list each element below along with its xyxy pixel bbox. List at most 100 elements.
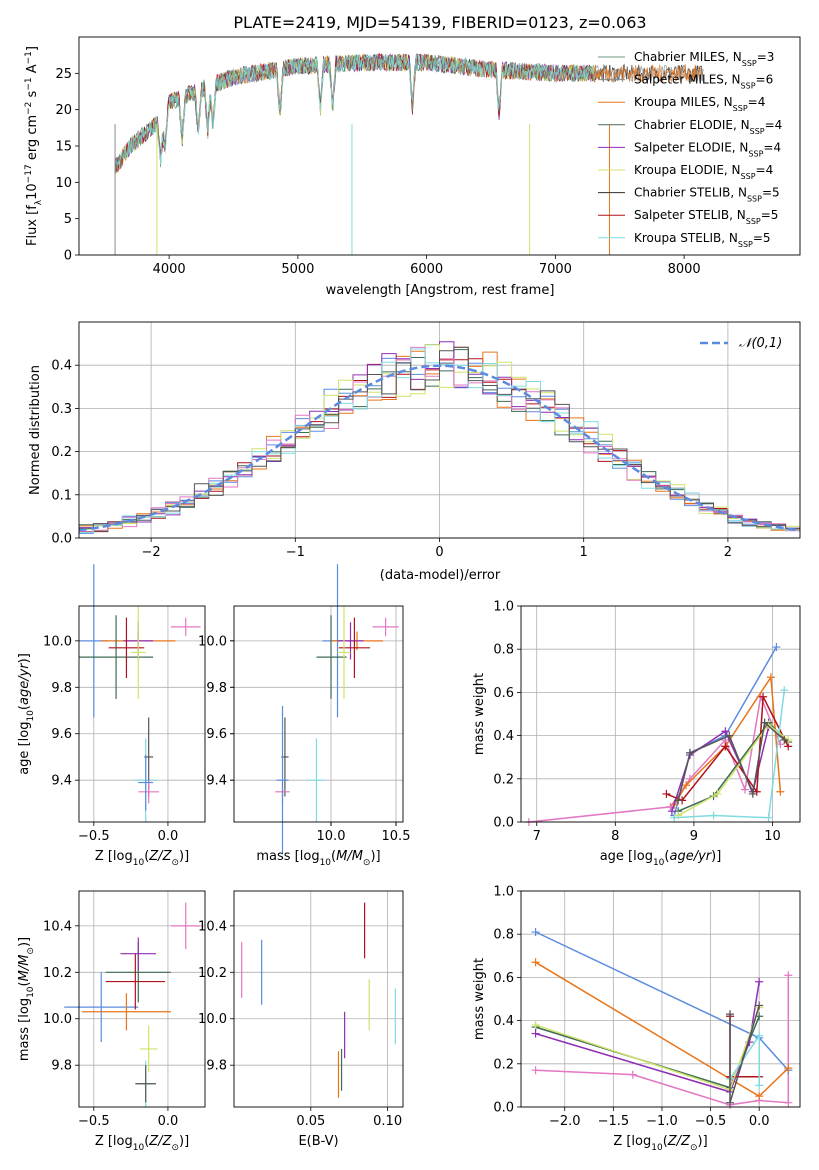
y-tick-label: 10.0 bbox=[43, 1012, 72, 1027]
y-tick-label: 0.4 bbox=[493, 1014, 514, 1029]
y-tick-label: 9.4 bbox=[51, 774, 72, 789]
data-point-marker bbox=[713, 789, 722, 798]
spectrum-panel: 4000 5000 6000 7000 8000 0 5 10 15 20 25 wavelength… bbox=[24, 36, 801, 298]
y-tick-label: 10 bbox=[55, 176, 72, 191]
spectrum-line bbox=[114, 53, 704, 173]
y-tick-label: 0.0 bbox=[493, 1101, 514, 1116]
y-axis-label: Normed distribution bbox=[28, 365, 43, 495]
x-tick-label: −0.5 bbox=[78, 1114, 110, 1129]
data-point-marker bbox=[784, 1064, 793, 1073]
y-tick-label: 10.2 bbox=[198, 966, 227, 981]
data-point-marker bbox=[755, 977, 764, 986]
x-tick-label: 6000 bbox=[410, 262, 443, 277]
data-point-marker bbox=[709, 811, 718, 820]
y-tick-label: 0 bbox=[64, 249, 72, 264]
y-tick-label: 9.8 bbox=[51, 681, 72, 696]
data-point-marker bbox=[780, 735, 789, 744]
data-point-marker bbox=[662, 789, 671, 798]
y-tick-label: 9.4 bbox=[206, 774, 227, 789]
legend-entry: Kroupa ELODIE, NSSP=4 bbox=[634, 163, 773, 181]
spectrum-line bbox=[114, 53, 595, 166]
y-tick-label: 10.0 bbox=[198, 634, 227, 649]
data-point-marker bbox=[726, 1098, 735, 1107]
mass-weight-series bbox=[535, 1007, 760, 1091]
y-axis-label: mass weight bbox=[472, 673, 487, 755]
y-tick-label: 0.8 bbox=[493, 928, 514, 943]
y-tick-label: 10.4 bbox=[43, 919, 72, 934]
x-tick-label: −1.0 bbox=[646, 1114, 678, 1129]
x-tick-label: 0.0 bbox=[158, 829, 179, 844]
data-point-marker bbox=[628, 1070, 637, 1079]
legend-entry: Chabrier MILES, NSSP=3 bbox=[634, 50, 774, 68]
spectrum-line bbox=[114, 52, 704, 173]
y-tick-label: 9.8 bbox=[206, 1059, 227, 1074]
y-tick-label: 10.4 bbox=[198, 919, 227, 934]
legend-entry: Chabrier STELIB, NSSP=5 bbox=[634, 186, 780, 204]
y-tick-label: 0.2 bbox=[51, 445, 72, 460]
legend-entry: Salpeter ELODIE, NSSP=4 bbox=[634, 140, 781, 158]
data-point-marker bbox=[755, 1092, 764, 1101]
x-axis-label: Z [log10(Z/Z⊙)] bbox=[95, 849, 189, 868]
y-tick-label: 0.6 bbox=[493, 686, 514, 701]
mass-vs-metallicity-panel: −0.5 0.0 9.8 10.0 10.2 10.4 Z [log10(Z/Z⊙)] mas… bbox=[17, 890, 206, 1153]
data-point-marker bbox=[748, 789, 757, 798]
x-tick-label: −2 bbox=[142, 545, 161, 560]
axes-frame bbox=[78, 890, 206, 1108]
legend-entry: Kroupa STELIB, NSSP=5 bbox=[634, 231, 771, 249]
y-tick-label: 0.0 bbox=[493, 816, 514, 831]
y-tick-label: 10.0 bbox=[198, 1012, 227, 1027]
y-tick-label: 20 bbox=[55, 103, 72, 118]
x-tick-label: −0.5 bbox=[78, 829, 110, 844]
massweight-vs-age-panel: 7 8 9 10 0.0 0.2 0.4 0.6 0.8 1.0 age [log10(age/yr… bbox=[472, 600, 801, 868]
data-point-marker bbox=[674, 796, 683, 805]
x-tick-label: −1.5 bbox=[598, 1114, 630, 1129]
mass-weight-series bbox=[535, 981, 760, 1093]
figure-title: PLATE=2419, MJD=54139, FIBERID=0123, z=0… bbox=[233, 13, 646, 32]
y-tick-label: 0.0 bbox=[51, 532, 72, 547]
x-axis-label: wavelength [Angstrom, rest frame] bbox=[326, 283, 555, 298]
x-tick-label: 10.0 bbox=[317, 829, 346, 844]
data-point-marker bbox=[531, 1020, 540, 1029]
y-tick-label: 0.8 bbox=[493, 643, 514, 658]
data-point-marker bbox=[721, 742, 730, 751]
axes-frame bbox=[233, 890, 404, 1108]
y-tick-label: 1.0 bbox=[493, 600, 514, 615]
legend-entry: Chabrier ELODIE, NSSP=4 bbox=[634, 118, 782, 136]
data-point-marker bbox=[766, 673, 775, 682]
x-tick-label: 2 bbox=[724, 545, 732, 560]
x-tick-label: 10.5 bbox=[382, 829, 411, 844]
data-point-marker bbox=[721, 727, 730, 736]
data-point-marker bbox=[531, 1066, 540, 1075]
mass-weight-series bbox=[677, 721, 785, 801]
x-tick-label: −1 bbox=[286, 545, 305, 560]
x-tick-label: 5000 bbox=[281, 262, 314, 277]
data-point-marker bbox=[759, 692, 768, 701]
y-axis-label: mass [log10(M/M⊙)] bbox=[17, 937, 36, 1061]
data-point-marker bbox=[725, 731, 734, 740]
data-point-marker bbox=[780, 686, 789, 695]
y-axis-label: Flux [fλ10−17 erg cm−2 s−1 A−1] bbox=[24, 46, 44, 246]
x-tick-label: 0.0 bbox=[158, 1114, 179, 1129]
data-point-marker bbox=[755, 1031, 764, 1040]
mass-weight-series bbox=[535, 975, 790, 1106]
y-tick-label: 9.8 bbox=[206, 681, 227, 696]
data-point-marker bbox=[772, 643, 781, 652]
massweight-vs-metallicity-panel: −2.0 −1.5 −1.0 −0.5 0.0 0.0 0.2 0.4 0.6 0.8 1.0 Z [… bbox=[472, 885, 801, 1153]
x-tick-label: −0.5 bbox=[695, 1114, 727, 1129]
x-tick-label: 0.0 bbox=[749, 1114, 770, 1129]
axes-frame bbox=[520, 890, 801, 1108]
legend-entry: Salpeter STELIB, NSSP=5 bbox=[634, 208, 778, 226]
x-axis-label: age [log10(age/yr)] bbox=[600, 849, 722, 868]
legend-entry: Kroupa MILES, NSSP=4 bbox=[634, 95, 765, 113]
mass-weight-series bbox=[535, 961, 789, 1098]
gaussian-reference-curve bbox=[78, 364, 801, 532]
x-tick-label: 8000 bbox=[668, 262, 701, 277]
data-point-marker bbox=[531, 928, 540, 937]
y-tick-label: 0.3 bbox=[51, 402, 72, 417]
mass-weight-series bbox=[674, 690, 786, 819]
y-tick-label: 0.4 bbox=[51, 359, 72, 374]
legend: Chabrier MILES, NSSP=3 Salpeter MILES, NS… bbox=[598, 50, 782, 248]
mass-vs-extinction-panel: 0.05 0.10 9.8 10.0 10.2 10.4 E(B-V) bbox=[198, 890, 404, 1149]
y-tick-label: 25 bbox=[55, 67, 72, 82]
